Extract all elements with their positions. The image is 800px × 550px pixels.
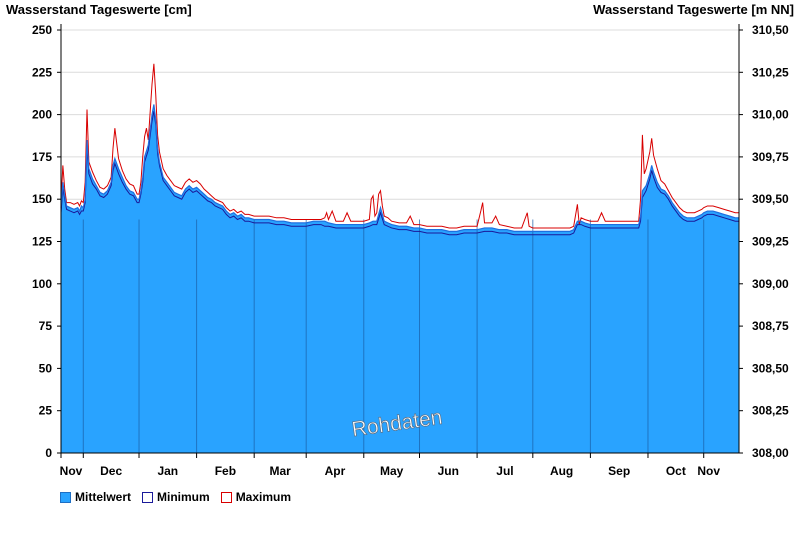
right-tick-label-7: 309,75 <box>752 150 789 164</box>
left-tick-label-225: 225 <box>32 65 52 79</box>
right-tick-label-10: 310,50 <box>752 23 789 37</box>
x-month-label-11: Oct <box>666 464 686 478</box>
x-month-label-6: May <box>380 464 404 478</box>
x-month-label-4: Mar <box>270 464 292 478</box>
legend-item-mean: Mittelwert <box>60 490 131 504</box>
right-tick-label-9: 310,25 <box>752 65 789 79</box>
right-tick-label-6: 309,50 <box>752 192 789 206</box>
legend-swatch-maximum <box>220 491 232 503</box>
left-tick-label-0: 0 <box>45 446 52 460</box>
x-month-label-12: Nov <box>697 464 720 478</box>
x-month-label-1: Dec <box>100 464 122 478</box>
left-tick-label-250: 250 <box>32 23 52 37</box>
x-month-label-10: Sep <box>608 464 630 478</box>
x-month-label-3: Feb <box>215 464 236 478</box>
legend-label-minimum: Minimum <box>157 490 210 504</box>
legend: Mittelwert Minimum Maximum <box>60 490 302 504</box>
x-axis-month-labels: Nov Dec Jan Feb Mar Apr May Jun Jul Aug Sep Oct Nov <box>60 453 720 478</box>
right-tick-label-2: 308,50 <box>752 361 789 375</box>
left-tick-label-100: 100 <box>32 277 52 291</box>
mittelwert-line <box>60 104 739 232</box>
series-lines <box>60 63 739 236</box>
legend-swatch-mean <box>60 491 71 503</box>
x-month-label-0: Nov <box>60 464 83 478</box>
right-axis-title: Wasserstand Tageswerte [m NN] <box>593 2 794 17</box>
legend-item-maximum: Maximum <box>220 490 292 504</box>
left-tick-label-200: 200 <box>32 108 52 122</box>
x-month-label-9: Aug <box>550 464 573 478</box>
left-tick-label-50: 50 <box>39 361 53 375</box>
axes <box>60 24 740 454</box>
left-axis-title: Wasserstand Tageswerte [cm] <box>6 2 192 17</box>
series-areas <box>61 104 739 453</box>
right-tick-label-3: 308,75 <box>752 319 789 333</box>
right-tick-label-8: 310,00 <box>752 108 789 122</box>
right-tick-label-4: 309,00 <box>752 277 789 291</box>
x-month-label-2: Jan <box>157 464 178 478</box>
minimum-line <box>60 111 739 236</box>
left-tick-label-25: 25 <box>39 404 53 418</box>
legend-label-mean: Mittelwert <box>75 490 132 504</box>
right-tick-label-1: 308,25 <box>752 404 789 418</box>
x-month-label-8: Jul <box>496 464 513 478</box>
left-tick-label-75: 75 <box>39 319 53 333</box>
right-tick-label-5: 309,25 <box>752 235 789 249</box>
month-separators <box>82 219 705 453</box>
legend-swatch-minimum <box>142 491 154 503</box>
legend-item-minimum: Minimum <box>142 490 210 504</box>
left-tick-label-150: 150 <box>32 192 52 206</box>
mean-area <box>61 104 739 453</box>
right-y-axis-ticks: 308,00 308,25 308,50 308,75 309,00 309,25 309,… <box>739 23 789 460</box>
x-month-label-5: Apr <box>325 464 346 478</box>
left-y-axis-ticks: 0 25 50 75 100 125 150 175 200 225 250 <box>32 23 61 460</box>
right-tick-label-0: 308,00 <box>752 446 789 460</box>
legend-label-maximum: Maximum <box>235 490 292 504</box>
x-month-label-7: Jun <box>438 464 459 478</box>
maximum-line <box>60 63 739 229</box>
left-tick-label-125: 125 <box>32 235 52 249</box>
left-tick-label-175: 175 <box>32 150 52 164</box>
